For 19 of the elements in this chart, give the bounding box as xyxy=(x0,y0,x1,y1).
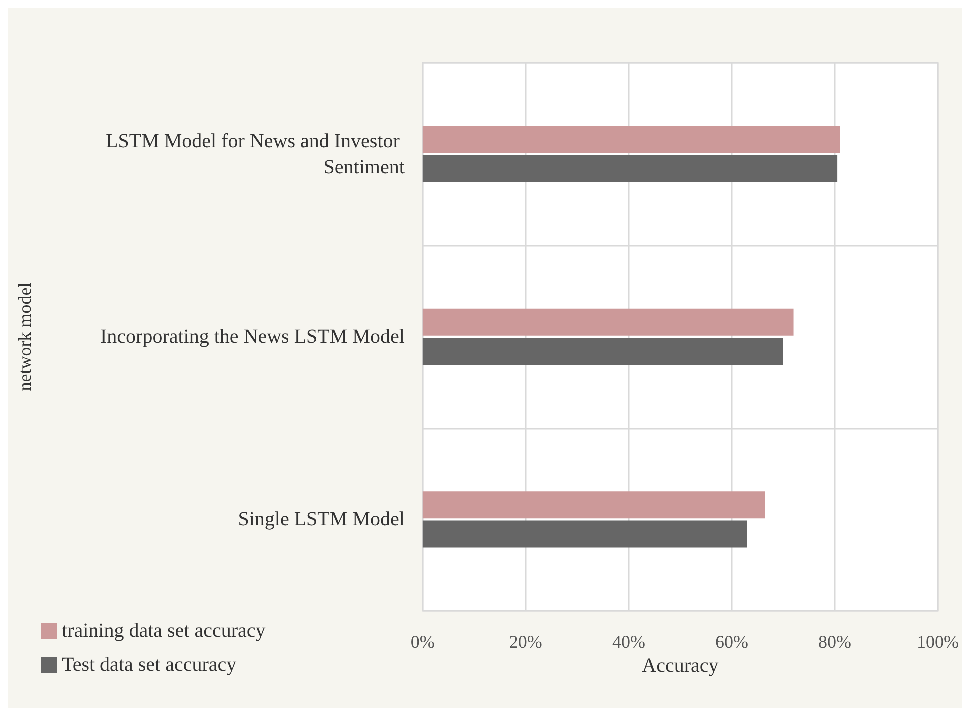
y-tick-label: Incorporating the News LSTM Model xyxy=(100,326,406,348)
x-tick-label: 40% xyxy=(612,632,646,652)
x-tick-label: 20% xyxy=(509,632,542,652)
legend-label: Test data set accuracy xyxy=(62,654,237,676)
y-tick-label: Single LSTM Model xyxy=(238,508,406,531)
x-tick-label: 0% xyxy=(410,632,435,652)
x-tick-label: 60% xyxy=(715,632,748,652)
bar xyxy=(422,492,766,519)
legend-label: training data set accuracy xyxy=(62,620,266,642)
bar xyxy=(422,338,784,366)
y-axis-title: network model xyxy=(15,282,35,392)
x-tick-label: 100% xyxy=(917,632,959,652)
bar xyxy=(422,155,838,182)
bar xyxy=(422,126,840,154)
x-axis-title: Accuracy xyxy=(642,654,719,677)
bar xyxy=(422,308,794,336)
x-tick-label: 80% xyxy=(818,632,852,652)
y-tick-label: LSTM Model for News and Investor Sentiment xyxy=(106,130,406,178)
bar xyxy=(422,520,748,548)
